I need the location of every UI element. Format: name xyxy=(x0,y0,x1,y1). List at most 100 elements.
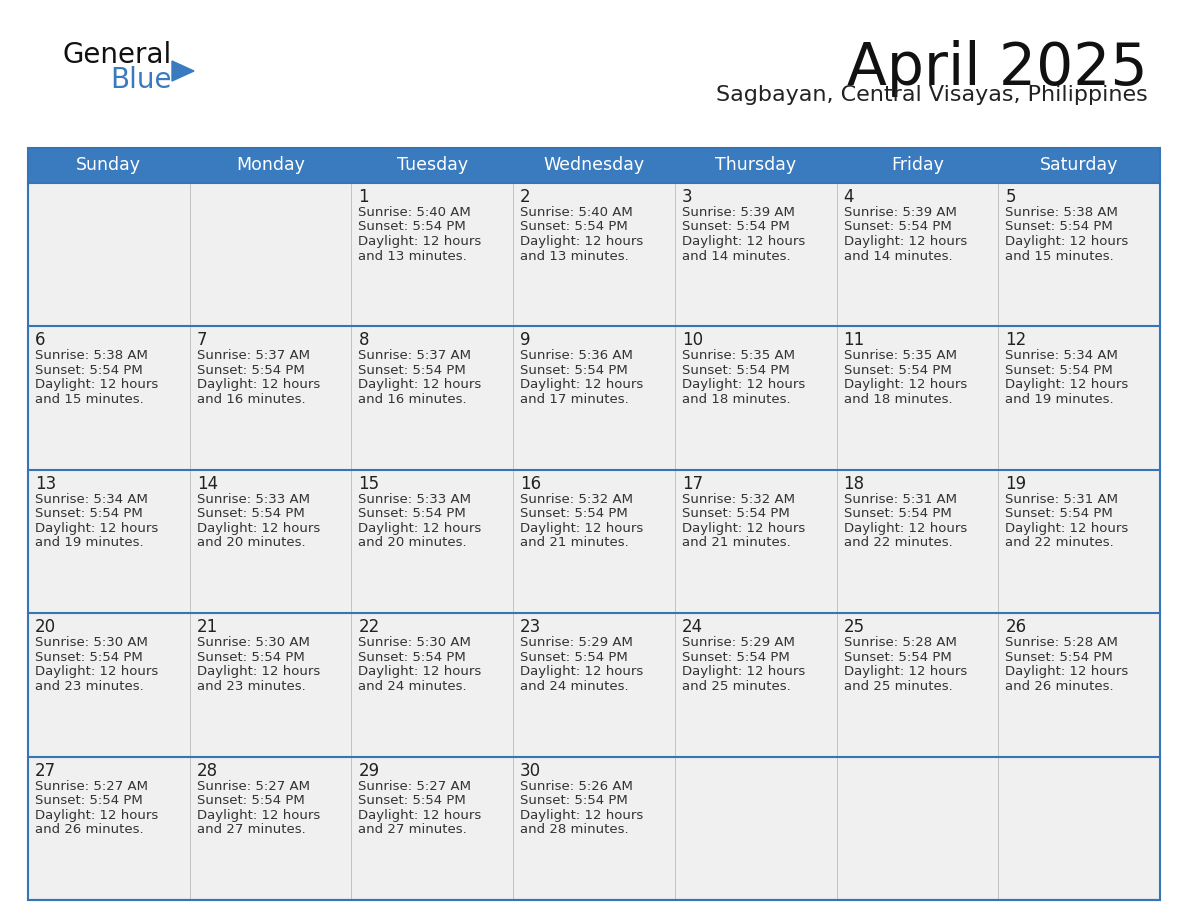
Text: Daylight: 12 hours: Daylight: 12 hours xyxy=(359,521,481,535)
Text: Sunrise: 5:28 AM: Sunrise: 5:28 AM xyxy=(843,636,956,649)
Text: Sunrise: 5:40 AM: Sunrise: 5:40 AM xyxy=(520,206,633,219)
Text: Sunrise: 5:37 AM: Sunrise: 5:37 AM xyxy=(197,350,310,363)
Text: Saturday: Saturday xyxy=(1040,156,1118,174)
Text: and 13 minutes.: and 13 minutes. xyxy=(520,250,628,263)
Text: and 24 minutes.: and 24 minutes. xyxy=(359,679,467,693)
Bar xyxy=(29,327,1159,470)
Text: Sunset: 5:54 PM: Sunset: 5:54 PM xyxy=(359,794,466,807)
Text: and 18 minutes.: and 18 minutes. xyxy=(843,393,953,406)
Text: and 25 minutes.: and 25 minutes. xyxy=(843,679,953,693)
Text: Sunrise: 5:34 AM: Sunrise: 5:34 AM xyxy=(1005,350,1118,363)
Text: and 22 minutes.: and 22 minutes. xyxy=(843,536,953,549)
Text: and 15 minutes.: and 15 minutes. xyxy=(1005,250,1114,263)
Text: and 14 minutes.: and 14 minutes. xyxy=(843,250,953,263)
Text: Sunrise: 5:30 AM: Sunrise: 5:30 AM xyxy=(359,636,472,649)
Text: Sunset: 5:54 PM: Sunset: 5:54 PM xyxy=(1005,364,1113,377)
Text: Daylight: 12 hours: Daylight: 12 hours xyxy=(1005,378,1129,391)
Text: Daylight: 12 hours: Daylight: 12 hours xyxy=(682,378,805,391)
Text: Daylight: 12 hours: Daylight: 12 hours xyxy=(34,521,158,535)
Text: Sunset: 5:54 PM: Sunset: 5:54 PM xyxy=(682,508,790,521)
Text: 23: 23 xyxy=(520,618,542,636)
Text: Daylight: 12 hours: Daylight: 12 hours xyxy=(359,235,481,248)
Text: 22: 22 xyxy=(359,618,380,636)
Text: Sunrise: 5:35 AM: Sunrise: 5:35 AM xyxy=(682,350,795,363)
Text: 16: 16 xyxy=(520,475,542,493)
Text: Daylight: 12 hours: Daylight: 12 hours xyxy=(1005,666,1129,678)
Text: 15: 15 xyxy=(359,475,379,493)
Text: April 2025: April 2025 xyxy=(847,40,1148,97)
Text: 27: 27 xyxy=(34,762,56,779)
Text: Sunset: 5:54 PM: Sunset: 5:54 PM xyxy=(843,220,952,233)
Text: and 23 minutes.: and 23 minutes. xyxy=(197,679,305,693)
Text: and 26 minutes.: and 26 minutes. xyxy=(34,823,144,836)
Text: Daylight: 12 hours: Daylight: 12 hours xyxy=(843,666,967,678)
Text: Sunrise: 5:29 AM: Sunrise: 5:29 AM xyxy=(682,636,795,649)
Text: 25: 25 xyxy=(843,618,865,636)
Text: 11: 11 xyxy=(843,331,865,350)
Text: and 27 minutes.: and 27 minutes. xyxy=(359,823,467,836)
Text: 1: 1 xyxy=(359,188,369,206)
Text: Sunday: Sunday xyxy=(76,156,141,174)
Text: Sunrise: 5:30 AM: Sunrise: 5:30 AM xyxy=(197,636,310,649)
Text: and 20 minutes.: and 20 minutes. xyxy=(359,536,467,549)
Text: 19: 19 xyxy=(1005,475,1026,493)
Bar xyxy=(29,756,1159,900)
Text: and 21 minutes.: and 21 minutes. xyxy=(682,536,790,549)
Text: 8: 8 xyxy=(359,331,369,350)
Text: Sunset: 5:54 PM: Sunset: 5:54 PM xyxy=(34,651,143,664)
Text: Sunset: 5:54 PM: Sunset: 5:54 PM xyxy=(682,651,790,664)
Text: Sunset: 5:54 PM: Sunset: 5:54 PM xyxy=(520,651,628,664)
Text: Sunset: 5:54 PM: Sunset: 5:54 PM xyxy=(359,220,466,233)
Text: Daylight: 12 hours: Daylight: 12 hours xyxy=(34,378,158,391)
Text: 17: 17 xyxy=(682,475,703,493)
Text: Friday: Friday xyxy=(891,156,944,174)
Text: General: General xyxy=(62,41,171,69)
Text: 18: 18 xyxy=(843,475,865,493)
Text: and 19 minutes.: and 19 minutes. xyxy=(1005,393,1114,406)
Text: Sunset: 5:54 PM: Sunset: 5:54 PM xyxy=(843,651,952,664)
Text: Sunset: 5:54 PM: Sunset: 5:54 PM xyxy=(682,220,790,233)
Text: Blue: Blue xyxy=(110,66,171,94)
Text: Sunset: 5:54 PM: Sunset: 5:54 PM xyxy=(520,364,628,377)
Text: Sunrise: 5:38 AM: Sunrise: 5:38 AM xyxy=(1005,206,1118,219)
Text: Sunrise: 5:27 AM: Sunrise: 5:27 AM xyxy=(34,779,148,792)
Text: Sunset: 5:54 PM: Sunset: 5:54 PM xyxy=(520,794,628,807)
Text: and 27 minutes.: and 27 minutes. xyxy=(197,823,305,836)
Text: Sunset: 5:54 PM: Sunset: 5:54 PM xyxy=(843,508,952,521)
Text: Thursday: Thursday xyxy=(715,156,796,174)
Text: and 19 minutes.: and 19 minutes. xyxy=(34,536,144,549)
Text: 3: 3 xyxy=(682,188,693,206)
Text: Sunrise: 5:31 AM: Sunrise: 5:31 AM xyxy=(843,493,956,506)
Text: Tuesday: Tuesday xyxy=(397,156,468,174)
Text: and 21 minutes.: and 21 minutes. xyxy=(520,536,628,549)
Text: and 20 minutes.: and 20 minutes. xyxy=(197,536,305,549)
Text: and 16 minutes.: and 16 minutes. xyxy=(359,393,467,406)
Text: Daylight: 12 hours: Daylight: 12 hours xyxy=(34,809,158,822)
Bar xyxy=(29,470,1159,613)
Bar xyxy=(29,148,1159,900)
Text: Daylight: 12 hours: Daylight: 12 hours xyxy=(197,378,320,391)
Text: Sunset: 5:54 PM: Sunset: 5:54 PM xyxy=(359,508,466,521)
Text: Daylight: 12 hours: Daylight: 12 hours xyxy=(197,809,320,822)
Text: Sunrise: 5:26 AM: Sunrise: 5:26 AM xyxy=(520,779,633,792)
Polygon shape xyxy=(172,61,194,81)
Bar xyxy=(29,183,1159,327)
Text: Daylight: 12 hours: Daylight: 12 hours xyxy=(520,235,644,248)
Text: Daylight: 12 hours: Daylight: 12 hours xyxy=(682,521,805,535)
Text: 2: 2 xyxy=(520,188,531,206)
Text: Daylight: 12 hours: Daylight: 12 hours xyxy=(197,521,320,535)
Text: Sunrise: 5:39 AM: Sunrise: 5:39 AM xyxy=(843,206,956,219)
Text: 5: 5 xyxy=(1005,188,1016,206)
Text: 6: 6 xyxy=(34,331,45,350)
Text: and 24 minutes.: and 24 minutes. xyxy=(520,679,628,693)
Text: Daylight: 12 hours: Daylight: 12 hours xyxy=(682,235,805,248)
Text: Sunset: 5:54 PM: Sunset: 5:54 PM xyxy=(197,364,304,377)
Text: Sunrise: 5:27 AM: Sunrise: 5:27 AM xyxy=(359,779,472,792)
Text: Sunset: 5:54 PM: Sunset: 5:54 PM xyxy=(520,220,628,233)
Text: 10: 10 xyxy=(682,331,703,350)
Text: 24: 24 xyxy=(682,618,703,636)
Text: Daylight: 12 hours: Daylight: 12 hours xyxy=(520,521,644,535)
Text: Sunset: 5:54 PM: Sunset: 5:54 PM xyxy=(682,364,790,377)
Text: Sunset: 5:54 PM: Sunset: 5:54 PM xyxy=(1005,651,1113,664)
Text: 30: 30 xyxy=(520,762,542,779)
